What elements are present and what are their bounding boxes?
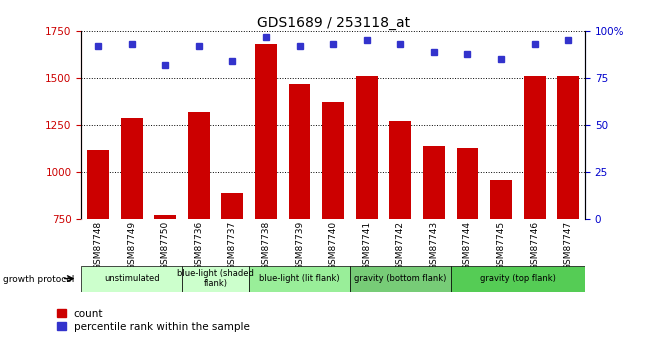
Bar <box>249 266 350 292</box>
Bar <box>490 180 512 219</box>
Bar <box>350 266 450 292</box>
Bar <box>450 266 585 292</box>
Text: GSM87750: GSM87750 <box>161 221 170 270</box>
Text: GSM87744: GSM87744 <box>463 221 472 270</box>
Text: GSM87748: GSM87748 <box>94 221 103 270</box>
Text: GSM87738: GSM87738 <box>261 221 270 270</box>
Text: growth protocol: growth protocol <box>3 275 75 284</box>
Text: GSM87739: GSM87739 <box>295 221 304 270</box>
Bar <box>524 76 545 219</box>
Bar <box>154 215 176 219</box>
Bar <box>81 266 182 292</box>
Bar <box>87 149 109 219</box>
Text: GSM87743: GSM87743 <box>430 221 438 270</box>
Text: blue-light (shaded
flank): blue-light (shaded flank) <box>177 269 254 288</box>
Bar <box>182 266 249 292</box>
Bar <box>456 148 478 219</box>
Bar <box>389 121 411 219</box>
Bar <box>121 118 142 219</box>
Bar <box>289 84 311 219</box>
Text: gravity (top flank): gravity (top flank) <box>480 274 556 283</box>
Bar <box>356 76 378 219</box>
Bar <box>188 112 210 219</box>
Text: GSM87742: GSM87742 <box>396 221 405 270</box>
Text: blue-light (lit flank): blue-light (lit flank) <box>259 274 340 283</box>
Text: GSM87737: GSM87737 <box>228 221 237 270</box>
Bar <box>322 102 344 219</box>
Text: GSM87741: GSM87741 <box>362 221 371 270</box>
Text: GSM87746: GSM87746 <box>530 221 539 270</box>
Text: GSM87745: GSM87745 <box>497 221 506 270</box>
Text: GSM87740: GSM87740 <box>329 221 337 270</box>
Legend: count, percentile rank within the sample: count, percentile rank within the sample <box>57 309 250 332</box>
Text: GSM87736: GSM87736 <box>194 221 203 270</box>
Bar <box>222 193 243 219</box>
Text: GSM87749: GSM87749 <box>127 221 136 270</box>
Bar <box>423 146 445 219</box>
Bar <box>557 76 579 219</box>
Text: unstimulated: unstimulated <box>104 274 159 283</box>
Text: gravity (bottom flank): gravity (bottom flank) <box>354 274 447 283</box>
Title: GDS1689 / 253118_at: GDS1689 / 253118_at <box>257 16 410 30</box>
Text: GSM87747: GSM87747 <box>564 221 573 270</box>
Bar <box>255 44 277 219</box>
